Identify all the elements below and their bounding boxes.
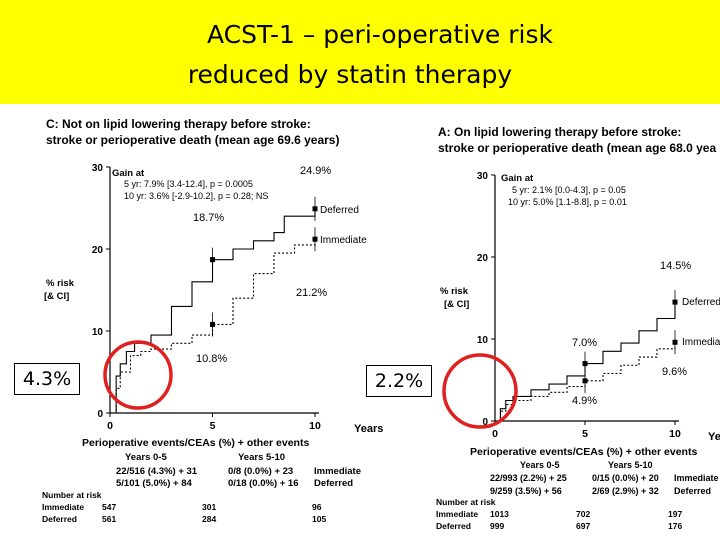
highlight-circle (442, 353, 518, 429)
y-tick-label: 20 (477, 253, 489, 264)
data-point-marker (672, 339, 678, 345)
data-point-marker (312, 206, 318, 212)
data-point-marker (312, 236, 318, 242)
events-cell: 0/18 (0.0%) + 16 (228, 478, 299, 489)
events-cell: Deferred (314, 478, 353, 489)
risk-cell: 284 (202, 514, 216, 524)
risk-cell: Deferred (42, 514, 77, 524)
data-point-marker (582, 361, 588, 367)
y-tick-label: 20 (92, 245, 104, 256)
y-tick-label: 30 (477, 171, 489, 182)
legend-immediate: Immediate (682, 337, 720, 348)
y-tick-label: 10 (92, 327, 104, 338)
risk-cell: Immediate (42, 502, 84, 512)
slide-title-line-2: reduced by statin therapy (187, 60, 513, 89)
x-tick-label: 0 (107, 420, 113, 432)
risk-cell: 561 (102, 514, 116, 524)
period-label: Years 5-10 (238, 452, 285, 463)
risk-cell: 301 (202, 502, 216, 512)
risk-cell: Deferred (436, 521, 471, 531)
events-cell: Deferred (674, 486, 711, 496)
slide-title-line-1: ACST-1 – peri-operative risk (207, 20, 553, 49)
point-label: 21.2% (296, 287, 327, 299)
y-axis-label-ci: [& CI] (444, 299, 469, 310)
period-label: Years 5-10 (608, 460, 653, 470)
callout-right: 2.2% (366, 365, 432, 397)
events-title: Perioperative events/CEAs (%) + other ev… (82, 437, 309, 449)
events-cell: Immediate (674, 473, 719, 483)
data-point-marker (210, 321, 215, 327)
gain-title: Gain at (501, 173, 534, 184)
events-cell: 2/69 (2.9%) + 32 (592, 486, 659, 496)
events-cell: Immediate (314, 466, 361, 477)
risk-title: Number at risk (42, 490, 102, 500)
chart-panel-c: C: Not on lipid lowering therapy before … (42, 117, 383, 524)
x-tick-label: 5 (582, 428, 588, 440)
point-label: 9.6% (662, 366, 687, 378)
events-cell: 22/993 (2.2%) + 25 (490, 473, 567, 483)
risk-cell: 176 (668, 521, 682, 531)
events-cell: 9/259 (3.5%) + 56 (490, 486, 562, 496)
gain-10yr: 10 yr: 5.0% [1.1-8.8], p = 0.01 (508, 197, 627, 207)
point-label: 4.9% (572, 395, 597, 407)
risk-cell: 105 (312, 514, 326, 524)
chart-title: A: On lipid lowering therapy before stro… (438, 125, 681, 139)
point-label: 7.0% (572, 337, 597, 349)
title-banner (0, 0, 720, 104)
y-tick-label: 10 (477, 335, 489, 346)
data-point-marker (582, 378, 588, 384)
legend-immediate: Immediate (320, 235, 367, 246)
y-tick-label: 0 (97, 409, 103, 420)
x-tick-label: 10 (309, 420, 321, 432)
gain-10yr: 10 yr: 3.6% [-2.9-10.2], p = 0.28; NS (124, 191, 268, 201)
risk-cell: Immediate (436, 509, 478, 519)
events-title: Perioperative events/CEAs (%) + other ev… (470, 446, 697, 458)
point-label: 24.9% (300, 165, 331, 177)
gain-5yr: 5 yr: 7.9% [3.4-12.4], p = 0.0005 (124, 179, 253, 189)
events-cell: 0/15 (0.0%) + 20 (592, 473, 659, 483)
y-axis-label: % risk (440, 286, 469, 297)
gain-5yr: 5 yr: 2.1% [0.0-4.3], p = 0.05 (512, 185, 626, 195)
risk-cell: 197 (668, 509, 682, 519)
chart-panel-a: A: On lipid lowering therapy before stro… (436, 125, 720, 531)
events-cell: 5/101 (5.0%) + 84 (116, 478, 193, 489)
y-tick-label: 30 (92, 163, 104, 174)
callout-left: 4.3% (14, 363, 80, 395)
gain-title: Gain at (112, 168, 145, 179)
risk-cell: 1013 (490, 509, 509, 519)
events-cell: 22/516 (4.3%) + 31 (116, 466, 198, 477)
y-axis-label: % risk (46, 278, 75, 289)
point-label: 10.8% (196, 353, 227, 365)
legend-deferred: Deferred (320, 205, 359, 216)
chart-subtitle: stroke or perioperative death (mean age … (46, 133, 339, 147)
point-label: 14.5% (660, 260, 691, 272)
period-label: Years 0-5 (520, 460, 560, 470)
x-axis-label: Ye (708, 431, 720, 443)
risk-cell: 547 (102, 502, 116, 512)
x-tick-label: 10 (669, 428, 681, 440)
period-label: Years 0-5 (125, 452, 167, 463)
x-tick-label: 0 (492, 428, 498, 440)
series-line-deferred (495, 302, 676, 422)
y-axis-label-ci: [& CI] (44, 291, 69, 302)
point-label: 18.7% (193, 212, 224, 224)
y-tick-label: 0 (482, 417, 488, 428)
risk-title: Number at risk (436, 497, 496, 507)
chart-subtitle: stroke or perioperative death (mean age … (438, 141, 716, 155)
highlight-circle (103, 340, 173, 410)
chart-title: C: Not on lipid lowering therapy before … (46, 117, 311, 131)
legend-deferred: Deferred (682, 297, 720, 308)
series-line-immediate (110, 239, 316, 414)
risk-cell: 999 (490, 521, 504, 531)
data-point-marker (210, 257, 215, 263)
risk-cell: 96 (312, 502, 322, 512)
x-axis-label: Years (354, 423, 383, 435)
series-line-deferred (110, 208, 316, 414)
x-tick-label: 5 (210, 420, 216, 432)
events-cell: 0/8 (0.0%) + 23 (228, 466, 293, 477)
risk-cell: 697 (576, 521, 590, 531)
data-point-marker (672, 299, 678, 305)
risk-cell: 702 (576, 509, 590, 519)
